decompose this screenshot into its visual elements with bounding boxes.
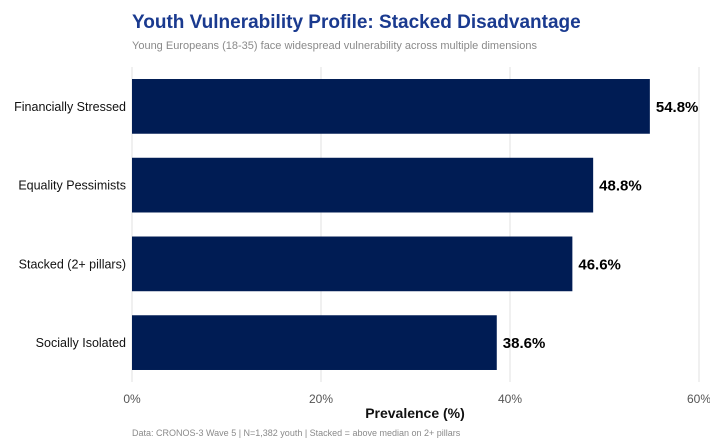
value-label: 38.6% [503, 335, 546, 352]
value-label: 46.6% [578, 256, 621, 273]
bar [132, 236, 573, 292]
category-label: Equality Pessimists [18, 179, 126, 193]
bar [132, 157, 594, 213]
category-label: Socially Isolated [36, 336, 126, 350]
label-layer: 0% 20% 40% 60% Financially Stressed 54.8% Equa… [14, 99, 710, 406]
x-tick-label: 0% [123, 392, 141, 406]
value-label: 54.8% [656, 99, 699, 116]
chart-caption: Data: CRONOS-3 Wave 5 | N=1,382 youth | … [132, 428, 461, 438]
bar [132, 315, 497, 370]
x-axis-label: Prevalence (%) [365, 405, 465, 421]
x-tick-label: 60% [687, 392, 710, 406]
x-tick-label: 40% [498, 392, 522, 406]
chart-subtitle: Young Europeans (18-35) face widespread … [132, 40, 537, 52]
chart-title: Youth Vulnerability Profile: Stacked Dis… [132, 12, 581, 33]
category-label: Stacked (2+ pillars) [19, 257, 126, 271]
bar-layer [132, 79, 650, 370]
bar [132, 79, 650, 134]
value-label: 48.8% [599, 178, 642, 195]
x-tick-label: 20% [309, 392, 333, 406]
category-label: Financially Stressed [14, 100, 126, 114]
